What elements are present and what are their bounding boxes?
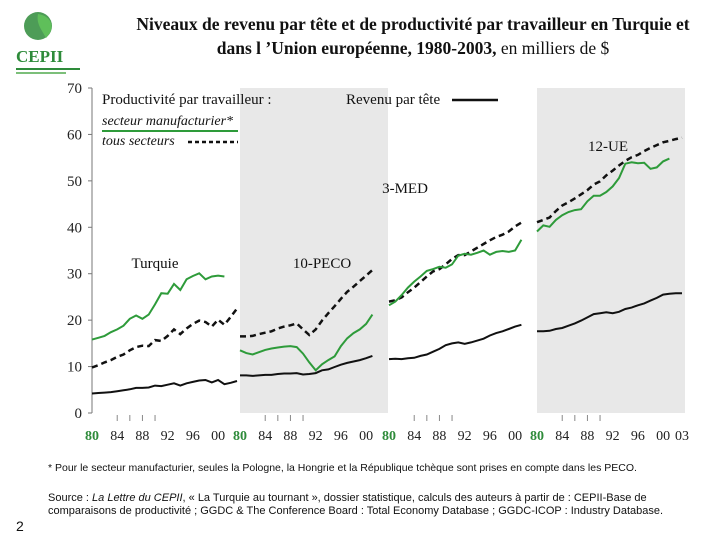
logo-text: CEPII — [16, 47, 64, 66]
page-number: 2 — [16, 518, 24, 534]
line-tous-secteurs-12-ue — [536, 136, 683, 224]
line-revenu-3-med — [388, 323, 522, 361]
x-tick-label: 96 — [334, 429, 348, 444]
legend-label-revenu: Revenu par tête — [346, 92, 440, 108]
series — [91, 136, 683, 395]
x-tick-label: 88 — [283, 429, 297, 444]
panel-label-12-ue: 12-UE — [588, 139, 628, 155]
x-tick-label: 96 — [186, 429, 200, 444]
line-tous-secteurs-turquie — [91, 307, 238, 369]
source-note: Source : La Lettre du CEPII, « La Turqui… — [48, 492, 708, 518]
x-tick-label: 88 — [580, 429, 594, 444]
logo-rule — [16, 68, 80, 70]
y-tick-label: 60 — [67, 127, 82, 143]
x-tick-label: 92 — [458, 429, 472, 444]
x-tick-label: 80 — [382, 429, 396, 444]
line-manufacturier-turquie — [91, 272, 225, 341]
y-tick-label: 70 — [67, 81, 82, 97]
panel-label-10-peco: 10-PECO — [293, 256, 352, 272]
line-revenu-12-ue — [537, 292, 682, 333]
x-tick-label: 80 — [530, 429, 544, 444]
y-tick-label: 0 — [75, 406, 83, 422]
legend-header: Productivité par travailleur : — [102, 92, 272, 108]
x-tick-label: 03 — [675, 429, 689, 444]
y-tick-label: 40 — [67, 220, 82, 236]
x-tick-label: 88 — [432, 429, 446, 444]
x-tick-label: 80 — [85, 429, 99, 444]
x-tick-label: 92 — [161, 429, 175, 444]
panel-label-turquie: Turquie — [132, 256, 179, 272]
line-tous-secteurs-3-med — [388, 221, 523, 303]
line-chart: 0 10 20 30 40 50 60 70 80 84 88 92 96 00 80 84 88 92 96 00 8… — [67, 81, 689, 444]
y-tick-label: 50 — [67, 174, 82, 190]
x-tick-label: 96 — [631, 429, 645, 444]
x-tick-label: 00 — [211, 429, 225, 444]
logo-rule-2 — [16, 72, 66, 74]
line-revenu-10-peco — [240, 354, 373, 377]
y-tick-label: 30 — [67, 267, 82, 283]
x-tick-label: 92 — [606, 429, 620, 444]
chart-title: Niveaux de revenu par tête et de product… — [118, 12, 708, 60]
x-tick-label: 92 — [309, 429, 323, 444]
x-tick-label: 84 — [110, 429, 124, 444]
y-tick-label: 10 — [67, 360, 82, 376]
line-revenu-turquie — [91, 378, 238, 395]
legend: Productivité par travailleur : secteur ma… — [102, 92, 498, 149]
x-tick-label: 84 — [555, 429, 569, 444]
line-manufacturier-3-med — [388, 239, 523, 307]
cepii-logo: CEPII — [12, 6, 92, 86]
panel-label-3-med: 3-MED — [382, 181, 428, 197]
x-tick-label: 00 — [508, 429, 522, 444]
axes: 0 10 20 30 40 50 60 70 80 84 88 92 96 00 80 84 88 92 96 00 8… — [67, 81, 689, 444]
shade-12-ue — [537, 88, 685, 413]
legend-label-manufacturier: secteur manufacturier* — [102, 114, 233, 129]
title-unit: en milliers de $ — [496, 38, 610, 58]
source-publication: La Lettre du CEPII — [92, 492, 183, 504]
y-tick-label: 20 — [67, 313, 82, 329]
x-tick-label: 84 — [407, 429, 421, 444]
line-manufacturier-12-ue — [536, 157, 670, 233]
source-rest: , « La Turquie au tournant », dossier st… — [48, 492, 664, 517]
panel-labels: Turquie 10-PECO 3-MED 12-UE — [132, 139, 628, 272]
x-tick-label: 00 — [656, 429, 670, 444]
footnote: * Pour le secteur manufacturier, seules … — [48, 462, 637, 474]
source-prefix: Source : — [48, 492, 93, 504]
title-main: Niveaux de revenu par tête et de product… — [136, 14, 690, 58]
x-tick-label: 80 — [233, 429, 247, 444]
line-tous-secteurs-10-peco — [240, 269, 374, 338]
shade-10-peco — [240, 88, 388, 413]
leaf-icon — [37, 14, 52, 38]
line-manufacturier-10-peco — [239, 314, 374, 372]
x-tick-label: 96 — [483, 429, 497, 444]
x-tick-label: 88 — [135, 429, 149, 444]
x-tick-label: 00 — [359, 429, 373, 444]
legend-label-tous-secteurs: tous secteurs — [102, 134, 175, 149]
shaded-panels — [240, 88, 685, 413]
x-tick-label: 84 — [258, 429, 272, 444]
